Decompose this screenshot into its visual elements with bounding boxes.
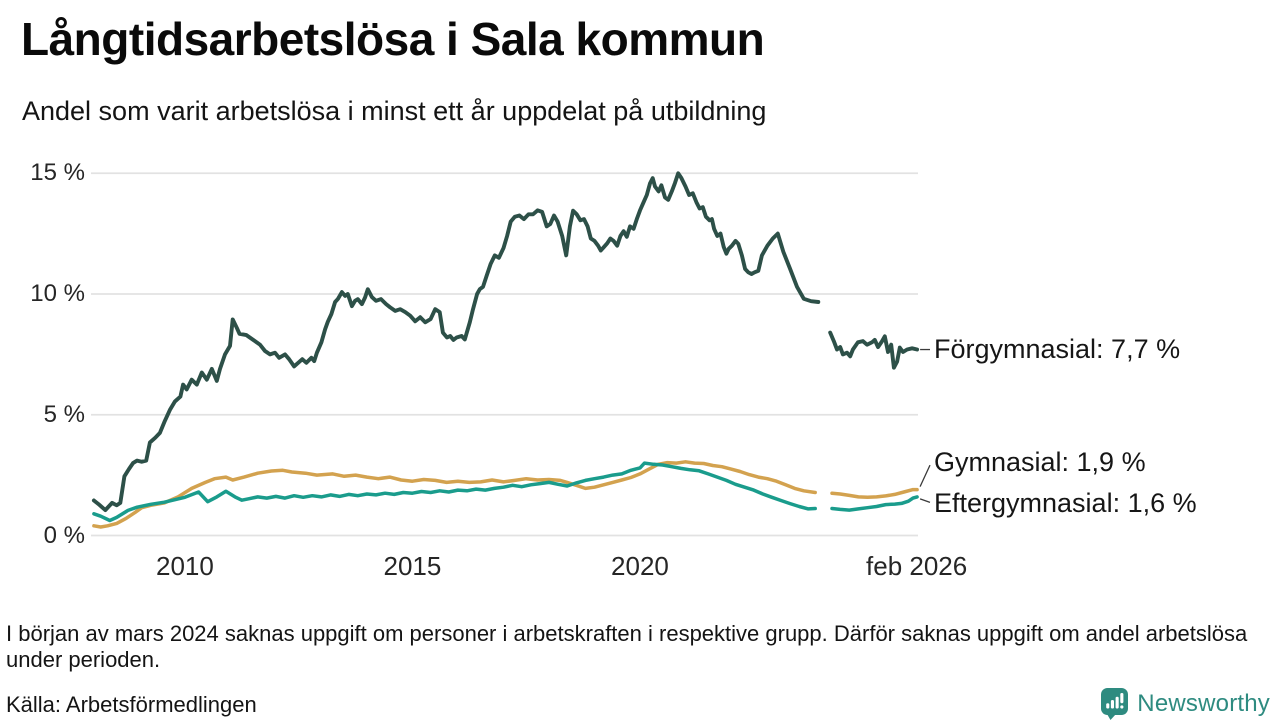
source-line: Källa: Arbetsförmedlingen [6, 692, 257, 717]
x-axis-tick-label: 2010 [155, 551, 214, 581]
y-axis-tick-label: 5 % [43, 400, 85, 428]
y-axis-tick-label: 10 % [30, 280, 85, 307]
y-axis-tick-label: 0 % [43, 521, 85, 549]
series-line-gymnasial [92, 460, 817, 529]
footnote: I början av mars 2024 saknas uppgift om … [6, 621, 1248, 672]
x-axis-tick-label: 2020 [611, 551, 669, 581]
x-axis-tick-label: feb 2026 [866, 551, 968, 581]
newsworthy-logo: Newsworthy [1100, 687, 1270, 720]
series-line-eftergymnasial [830, 495, 919, 512]
newsworthy-logo-icon [1101, 688, 1129, 720]
x-axis-tick-label: 2015 [383, 551, 442, 581]
label-connector [919, 498, 931, 503]
series-line-gymnasial [830, 487, 919, 500]
series-line-eftergymnasial [92, 461, 817, 523]
series-label-gymnasial: Gymnasial: 1,9 % [934, 447, 1146, 478]
series-line-förgymnasial [91, 171, 821, 513]
series-label-forgymnasial: Förgymnasial: 7,7 % [934, 333, 1181, 364]
page-title: Långtidsarbetslösa i Sala kommun [21, 13, 765, 65]
newsworthy-wordmark: Newsworthy [1137, 689, 1270, 717]
page-subtitle: Andel som varit arbetslösa i minst ett å… [22, 96, 767, 126]
label-connector [919, 464, 931, 487]
series-line-förgymnasial [828, 330, 920, 370]
y-axis-tick-label: 15 % [30, 159, 85, 187]
series-label-eftergymnasial: Eftergymnasial: 1,6 % [934, 488, 1197, 519]
